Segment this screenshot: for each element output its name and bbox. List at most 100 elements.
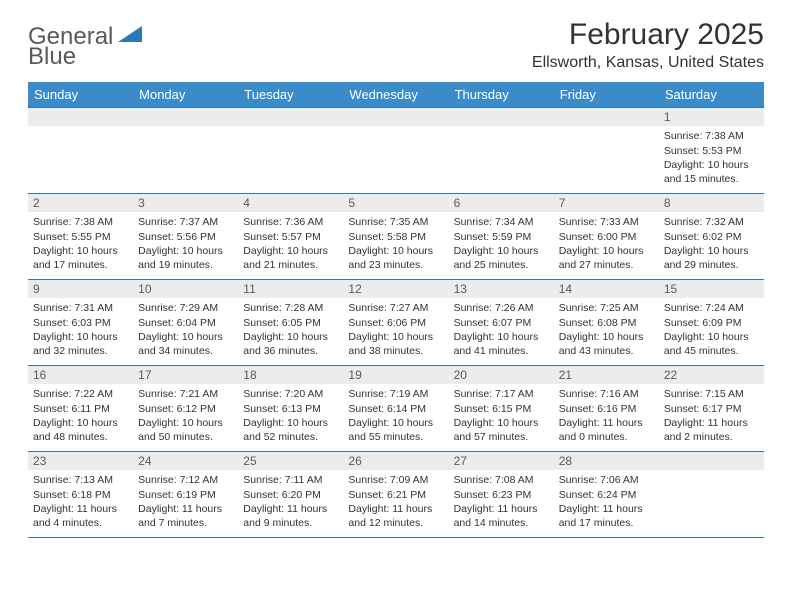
sunrise-line: Sunrise: 7:21 AM: [138, 387, 233, 401]
day-number: 22: [659, 366, 764, 384]
sunrise-line: Sunrise: 7:09 AM: [348, 473, 443, 487]
day-body: Sunrise: 7:37 AMSunset: 5:56 PMDaylight:…: [133, 212, 238, 276]
calendar-row: ......1Sunrise: 7:38 AMSunset: 5:53 PMDa…: [28, 108, 764, 194]
day-body: Sunrise: 7:33 AMSunset: 6:00 PMDaylight:…: [554, 212, 659, 276]
day-number: 25: [238, 452, 343, 470]
daylight-line: Daylight: 10 hours and 55 minutes.: [348, 416, 443, 444]
brand-text: General Blue: [28, 24, 144, 69]
day-number: 27: [449, 452, 554, 470]
day-number: 16: [28, 366, 133, 384]
daylight-line: Daylight: 10 hours and 23 minutes.: [348, 244, 443, 272]
day-number: 10: [133, 280, 238, 298]
day-body: Sunrise: 7:08 AMSunset: 6:23 PMDaylight:…: [449, 470, 554, 534]
header: General Blue February 2025 Ellsworth, Ka…: [28, 18, 764, 72]
daylight-line: Daylight: 10 hours and 52 minutes.: [243, 416, 338, 444]
daylight-line: Daylight: 10 hours and 48 minutes.: [33, 416, 128, 444]
sunrise-line: Sunrise: 7:12 AM: [138, 473, 233, 487]
sunset-line: Sunset: 6:09 PM: [664, 316, 759, 330]
day-number: .: [449, 108, 554, 126]
day-body: Sunrise: 7:22 AMSunset: 6:11 PMDaylight:…: [28, 384, 133, 448]
calendar-cell: .: [343, 108, 448, 194]
sunset-line: Sunset: 5:53 PM: [664, 144, 759, 158]
calendar-row: 9Sunrise: 7:31 AMSunset: 6:03 PMDaylight…: [28, 280, 764, 366]
weekday-header: Saturday: [659, 82, 764, 108]
calendar-cell: 8Sunrise: 7:32 AMSunset: 6:02 PMDaylight…: [659, 194, 764, 280]
sunset-line: Sunset: 5:55 PM: [33, 230, 128, 244]
calendar-cell: 15 Sunrise: 7:24 AMSunset: 6:09 PMDayligh…: [659, 280, 764, 366]
day-body: Sunrise: 7:38 AMSunset: 5:55 PMDaylight:…: [28, 212, 133, 276]
sunset-line: Sunset: 6:00 PM: [559, 230, 654, 244]
day-number: 12: [343, 280, 448, 298]
sunset-line: Sunset: 6:24 PM: [559, 488, 654, 502]
day-number: 24: [133, 452, 238, 470]
day-number: 17: [133, 366, 238, 384]
calendar-cell: 11Sunrise: 7:28 AMSunset: 6:05 PMDayligh…: [238, 280, 343, 366]
day-number: 3: [133, 194, 238, 212]
sunrise-line: Sunrise: 7:11 AM: [243, 473, 338, 487]
day-number: 5: [343, 194, 448, 212]
calendar-cell: 14Sunrise: 7:25 AMSunset: 6:08 PMDayligh…: [554, 280, 659, 366]
calendar-cell: 6Sunrise: 7:34 AMSunset: 5:59 PMDaylight…: [449, 194, 554, 280]
day-number: 15: [659, 280, 764, 298]
day-number: 7: [554, 194, 659, 212]
weekday-header: Thursday: [449, 82, 554, 108]
calendar-cell: 21Sunrise: 7:16 AMSunset: 6:16 PMDayligh…: [554, 366, 659, 452]
calendar-cell: 10Sunrise: 7:29 AMSunset: 6:04 PMDayligh…: [133, 280, 238, 366]
weekday-header: Tuesday: [238, 82, 343, 108]
day-body: Sunrise: 7:13 AMSunset: 6:18 PMDaylight:…: [28, 470, 133, 534]
day-number: .: [28, 108, 133, 126]
day-number: 26: [343, 452, 448, 470]
daylight-line: Daylight: 10 hours and 57 minutes.: [454, 416, 549, 444]
calendar-row: 23Sunrise: 7:13 AMSunset: 6:18 PMDayligh…: [28, 452, 764, 538]
daylight-line: Daylight: 10 hours and 38 minutes.: [348, 330, 443, 358]
calendar-cell: .: [554, 108, 659, 194]
day-body: Sunrise: 7:19 AMSunset: 6:14 PMDaylight:…: [343, 384, 448, 448]
calendar-table: Sunday Monday Tuesday Wednesday Thursday…: [28, 82, 764, 538]
sunset-line: Sunset: 6:21 PM: [348, 488, 443, 502]
day-body: Sunrise: 7:38 AMSunset: 5:53 PMDaylight:…: [659, 126, 764, 190]
weekday-header: Friday: [554, 82, 659, 108]
day-body: Sunrise: 7:26 AMSunset: 6:07 PMDaylight:…: [449, 298, 554, 362]
weekday-header: Sunday: [28, 82, 133, 108]
sunrise-line: Sunrise: 7:27 AM: [348, 301, 443, 315]
sunset-line: Sunset: 6:18 PM: [33, 488, 128, 502]
calendar-cell: .: [449, 108, 554, 194]
weekday-header: Wednesday: [343, 82, 448, 108]
day-number: 2: [28, 194, 133, 212]
sunrise-line: Sunrise: 7:35 AM: [348, 215, 443, 229]
daylight-line: Daylight: 10 hours and 45 minutes.: [664, 330, 759, 358]
sunset-line: Sunset: 6:15 PM: [454, 402, 549, 416]
day-body: [659, 470, 764, 477]
calendar-cell: 9Sunrise: 7:31 AMSunset: 6:03 PMDaylight…: [28, 280, 133, 366]
day-number: 23: [28, 452, 133, 470]
daylight-line: Daylight: 11 hours and 0 minutes.: [559, 416, 654, 444]
sunrise-line: Sunrise: 7:32 AM: [664, 215, 759, 229]
sunrise-line: Sunrise: 7:16 AM: [559, 387, 654, 401]
day-number: 20: [449, 366, 554, 384]
sunset-line: Sunset: 6:13 PM: [243, 402, 338, 416]
day-body: Sunrise: 7:16 AMSunset: 6:16 PMDaylight:…: [554, 384, 659, 448]
sunset-line: Sunset: 6:02 PM: [664, 230, 759, 244]
calendar-cell: 16Sunrise: 7:22 AMSunset: 6:11 PMDayligh…: [28, 366, 133, 452]
day-body: Sunrise: 7:28 AMSunset: 6:05 PMDaylight:…: [238, 298, 343, 362]
day-body: Sunrise: 7:21 AMSunset: 6:12 PMDaylight:…: [133, 384, 238, 448]
day-body: Sunrise: 7:31 AMSunset: 6:03 PMDaylight:…: [28, 298, 133, 362]
sunset-line: Sunset: 6:04 PM: [138, 316, 233, 330]
daylight-line: Daylight: 10 hours and 41 minutes.: [454, 330, 549, 358]
calendar-cell: 28Sunrise: 7:06 AMSunset: 6:24 PMDayligh…: [554, 452, 659, 538]
day-body: Sunrise: 7:15 AMSunset: 6:17 PMDaylight:…: [659, 384, 764, 448]
weekday-header: Monday: [133, 82, 238, 108]
sunrise-line: Sunrise: 7:25 AM: [559, 301, 654, 315]
calendar-cell: 22Sunrise: 7:15 AMSunset: 6:17 PMDayligh…: [659, 366, 764, 452]
calendar-cell: 17Sunrise: 7:21 AMSunset: 6:12 PMDayligh…: [133, 366, 238, 452]
calendar-cell: .: [659, 452, 764, 538]
sunrise-line: Sunrise: 7:24 AM: [664, 301, 759, 315]
day-number: 8: [659, 194, 764, 212]
day-number: 14: [554, 280, 659, 298]
sunrise-line: Sunrise: 7:17 AM: [454, 387, 549, 401]
calendar-row: 2Sunrise: 7:38 AMSunset: 5:55 PMDaylight…: [28, 194, 764, 280]
calendar-page: General Blue February 2025 Ellsworth, Ka…: [0, 0, 792, 612]
sunset-line: Sunset: 6:07 PM: [454, 316, 549, 330]
brand-triangle-icon: [118, 24, 144, 44]
sunset-line: Sunset: 6:06 PM: [348, 316, 443, 330]
